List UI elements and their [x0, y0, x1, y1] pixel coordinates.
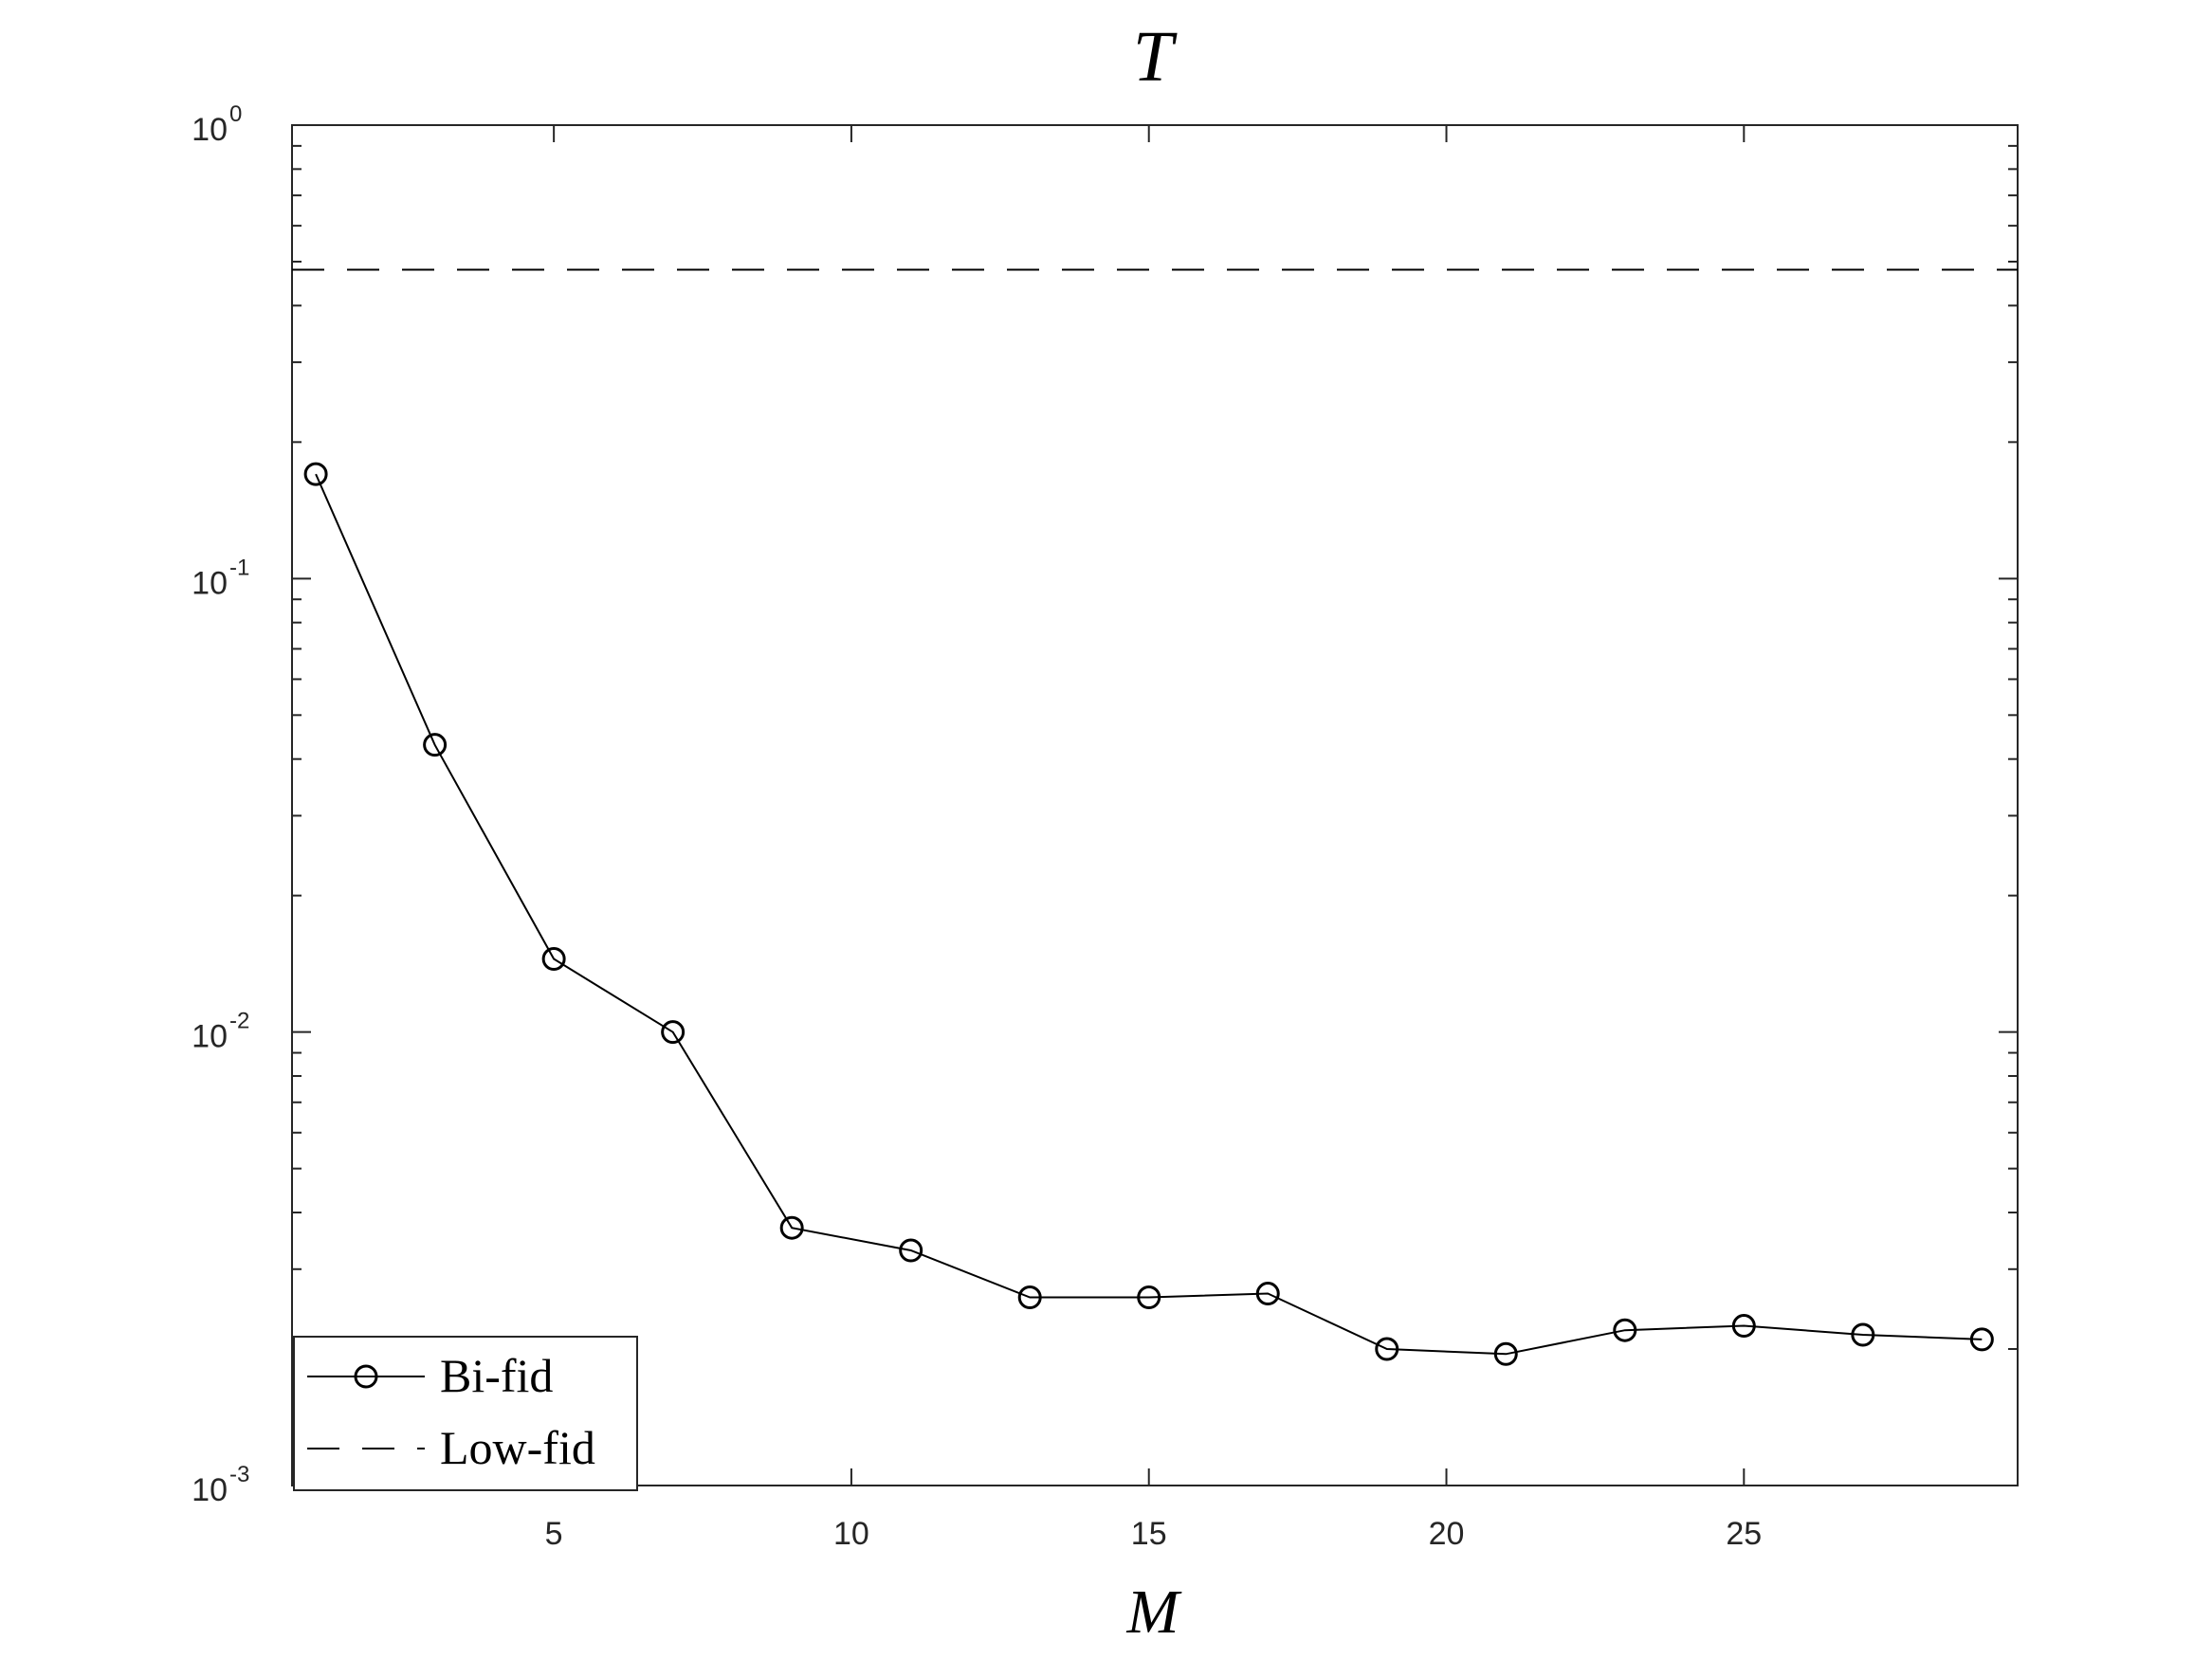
data-point-bi-fid: [541, 946, 566, 971]
y-tick-label: 10 -2: [192, 1009, 249, 1055]
data-point-bi-fid: [1255, 1282, 1280, 1306]
x-tick-label: 25: [1726, 1516, 1762, 1552]
legend-entry-low-fid: Low-fid: [307, 1421, 595, 1474]
data-point-bi-fid: [303, 462, 328, 486]
x-axis-label: M: [1126, 1577, 1183, 1647]
legend-low-fid-label: Low-fid: [440, 1421, 595, 1474]
data-point-bi-fid: [779, 1215, 804, 1240]
x-axis-ticks: 5 10 15 20 25: [545, 125, 1762, 1552]
series-layer: [292, 268, 2018, 1366]
plot-frame: [291, 124, 2019, 1486]
data-point-bi-fid: [1731, 1314, 1756, 1339]
data-point-bi-fid: [661, 1020, 686, 1045]
x-tick-label: 10: [833, 1516, 869, 1552]
legend: Bi-fid Low-fid: [293, 1336, 638, 1491]
data-point-bi-fid: [1969, 1327, 1994, 1352]
legend-bi-fid-marker: [354, 1364, 378, 1389]
data-point-bi-fid: [1137, 1285, 1161, 1310]
legend-entry-bi-fid: Bi-fid: [307, 1349, 553, 1402]
data-point-bi-fid: [899, 1238, 923, 1263]
data-point-bi-fid: [1613, 1318, 1637, 1342]
legend-bi-fid-label: Bi-fid: [440, 1349, 553, 1402]
chart-title: T: [1133, 17, 1178, 97]
y-tick-label-exponent: -3: [229, 1462, 249, 1487]
y-tick-label-base: 10: [192, 1019, 228, 1055]
y-tick-label-exponent: -2: [229, 1009, 249, 1034]
y-tick-label-base: 10: [192, 1472, 228, 1508]
y-tick-label-exponent: -1: [229, 555, 249, 580]
y-tick-label: 10 -3: [192, 1462, 249, 1508]
y-tick-label: 10 -1: [192, 555, 249, 601]
y-tick-label-exponent: 0: [229, 101, 242, 127]
legend-box: [293, 1336, 638, 1491]
x-tick-label: 5: [545, 1516, 563, 1552]
data-point-bi-fid: [1017, 1285, 1042, 1310]
x-tick-label: 15: [1131, 1516, 1167, 1552]
axes-box: [291, 124, 2019, 1486]
y-tick-label-base: 10: [192, 112, 228, 148]
data-point-bi-fid: [423, 733, 448, 757]
series-line-bi-fid: [315, 473, 1983, 1356]
data-point-bi-fid: [1493, 1341, 1518, 1366]
y-tick-label-base: 10: [192, 565, 228, 601]
data-point-bi-fid: [1375, 1337, 1399, 1361]
data-point-bi-fid: [1851, 1322, 1875, 1347]
y-tick-label: 10 0: [192, 101, 242, 148]
x-tick-label: 20: [1429, 1516, 1465, 1552]
minor-ticks: [292, 144, 2018, 1351]
